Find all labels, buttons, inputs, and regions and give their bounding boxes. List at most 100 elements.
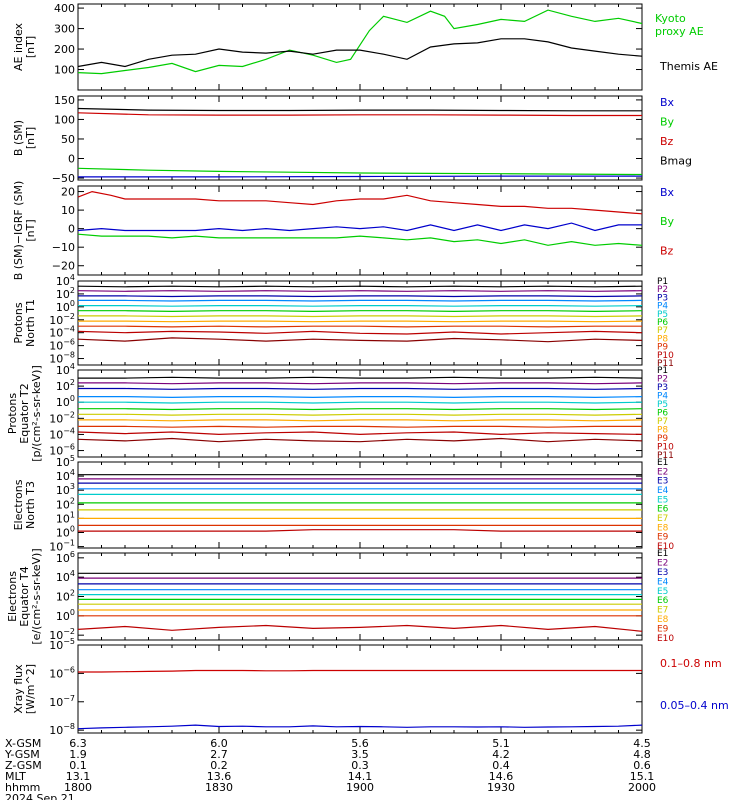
y-axis-label: AE index <box>12 22 25 71</box>
y-axis-label: [nT] <box>24 127 37 149</box>
series-p1 <box>77 285 643 288</box>
y-tick-label: 100 <box>56 608 75 623</box>
legend-p11: P11 <box>657 451 674 461</box>
series-e10 <box>78 529 642 532</box>
y-tick-label: 100 <box>56 524 75 539</box>
legend-by: By <box>660 115 675 128</box>
y-tick-label: 10−8 <box>49 722 75 737</box>
footer-value: 15.1 <box>630 770 655 783</box>
series-p8 <box>78 320 643 323</box>
panel-frame <box>77 644 643 734</box>
footer-value: 1800 <box>64 781 92 794</box>
legend-p3: P3 <box>657 293 668 303</box>
y-tick-label: 104 <box>56 569 75 584</box>
legend-e6: E6 <box>657 505 669 515</box>
y-tick-label: 50 <box>61 133 75 146</box>
footer-value: 0.6 <box>633 759 651 772</box>
series-themis-ae <box>77 38 643 68</box>
series-p9 <box>78 325 642 328</box>
y-tick-label: 10−1 <box>49 539 75 554</box>
legend-p10: P10 <box>657 443 674 453</box>
y-axis-label: B (SM) <box>12 120 25 156</box>
y-tick-label: −20 <box>52 260 75 273</box>
series-e10 <box>77 624 643 632</box>
y-tick-label: 102 <box>56 496 75 511</box>
series-p6 <box>78 310 643 313</box>
footer-label-hhmm: hhmm <box>5 781 40 794</box>
legend-p7: P7 <box>657 417 668 427</box>
legend-e4: E4 <box>657 577 669 587</box>
series-by <box>77 233 643 246</box>
legend-e5: E5 <box>657 587 668 597</box>
legend-e9: E9 <box>657 625 669 635</box>
legend-0-1-0-8-nm: 0.1–0.8 nm <box>660 657 722 670</box>
series-p7 <box>78 315 643 318</box>
legend-bx: Bx <box>660 186 675 199</box>
series-0-1-0-8-nm <box>78 669 642 673</box>
legend-e1: E1 <box>657 549 668 559</box>
y-tick-label: 20 <box>61 186 75 199</box>
panel-frame <box>77 280 643 366</box>
legend-e7: E7 <box>657 514 668 524</box>
series-p8 <box>78 419 643 422</box>
footer-value: 14.1 <box>348 770 373 783</box>
y-tick-label: 10−4 <box>49 426 75 441</box>
footer-value: 0.3 <box>351 759 369 772</box>
y-tick-label: 104 <box>56 362 75 377</box>
legend-e8: E8 <box>657 523 669 533</box>
legend-bz: Bz <box>660 135 674 148</box>
series-by <box>77 167 643 176</box>
legend-kyoto: Kyoto <box>655 12 686 25</box>
y-axis-label: [W/m^2] <box>24 664 37 714</box>
legend-e3: E3 <box>657 477 668 487</box>
panel-7: 0.1–0.8 nm 0.05–0.4 nm Xray flux [W/m^2] <box>12 644 729 734</box>
series-p1 <box>78 376 643 379</box>
legend-e1: E1 <box>657 458 668 468</box>
panel-frame <box>77 95 643 181</box>
footer-label-mlt: MLT <box>5 770 26 783</box>
legend-p2: P2 <box>657 285 668 295</box>
y-tick-label: 150 <box>54 94 75 107</box>
series-p11 <box>77 437 643 443</box>
y-tick-label: 10−2 <box>49 410 75 425</box>
y-tick-label: 100 <box>54 113 75 126</box>
series-p4 <box>78 299 643 302</box>
series-p3 <box>78 295 643 298</box>
footer-value: 0.2 <box>210 759 228 772</box>
series-p2 <box>77 290 643 292</box>
y-axis-label: Protons <box>6 393 19 434</box>
y-axis-label: North T1 <box>24 299 37 347</box>
series-p9 <box>78 425 642 428</box>
legend-e2: E2 <box>657 558 668 568</box>
footer-value: 1930 <box>487 781 515 794</box>
series-kyoto-proxy-ae <box>77 9 643 75</box>
y-tick-label: 104 <box>56 468 75 483</box>
series-bx <box>78 175 642 178</box>
series-p11 <box>77 337 643 343</box>
y-tick-label: 102 <box>56 378 75 393</box>
footer-value: 13.6 <box>207 770 232 783</box>
y-tick-label: 102 <box>56 589 75 604</box>
footer-value: 3.5 <box>351 748 369 761</box>
legend-bz: Bz <box>660 244 674 257</box>
legend-p6: P6 <box>657 318 668 328</box>
footer-value: 1830 <box>205 781 233 794</box>
y-tick-label: 0 <box>68 153 75 166</box>
legend-p5: P5 <box>657 400 668 410</box>
y-tick-label: 101 <box>56 510 75 525</box>
footer-value: 0.1 <box>69 759 87 772</box>
y-axis-label: [nT] <box>24 219 37 241</box>
legend-e10: E10 <box>657 634 674 644</box>
footer-value: 4.5 <box>633 737 651 750</box>
series-bmag <box>77 107 642 112</box>
y-tick-label: 10−7 <box>49 694 75 709</box>
legend-p8: P8 <box>657 426 668 436</box>
y-tick-label: 300 <box>54 23 75 36</box>
y-tick-label: 100 <box>54 64 75 77</box>
series-p5 <box>78 401 643 404</box>
y-tick-label: −10 <box>52 241 75 254</box>
footer-label-y-gsm: Y-GSM <box>4 748 40 761</box>
legend-by: By <box>660 215 675 228</box>
